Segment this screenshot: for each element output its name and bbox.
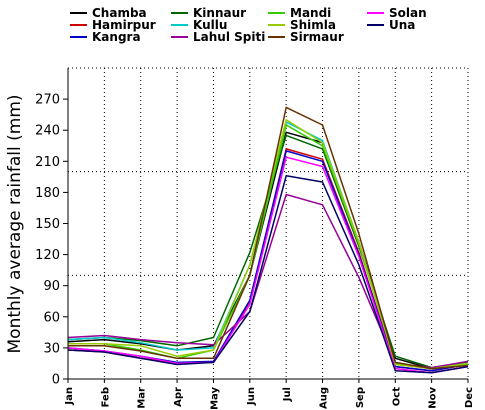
legend-label: Kangra: [92, 30, 141, 44]
x-tick-label-aug: Aug: [319, 387, 330, 409]
y-tick-label: 240: [35, 124, 60, 139]
legend-item-solan: Solan: [367, 6, 427, 20]
series-line-mandi: [68, 124, 469, 370]
y-tick-label: 210: [35, 155, 60, 170]
legend-item-hamirpur: Hamirpur: [70, 18, 156, 32]
legend-label: Shimla: [290, 18, 336, 32]
legend-label: Lahul Spiti: [193, 30, 265, 44]
y-tick-label: 0: [52, 373, 60, 388]
legend-item-kinnaur: Kinnaur: [171, 6, 246, 20]
x-axis-ticks: Jan Feb Mar Apr May Jun Jul Aug Sep Oct Nov Dec: [64, 379, 475, 410]
x-tick-label-oct: Oct: [391, 387, 402, 406]
y-tick-label: 120: [35, 248, 60, 263]
y-tick-label: 270: [35, 93, 60, 108]
x-tick-label-jun: Jun: [246, 387, 257, 406]
legend-label: Chamba: [92, 6, 147, 20]
y-tick-label: 90: [43, 279, 60, 294]
series-line-solan: [67, 156, 469, 374]
legend-label: Kinnaur: [193, 6, 246, 20]
x-tick-label-nov: Nov: [428, 387, 439, 409]
y-axis-ticks: 0 30 60 90 120 150 180 210 240 270: [35, 93, 68, 388]
y-tick-label: 60: [43, 310, 60, 325]
x-tick-label-dec: Dec: [464, 387, 475, 408]
legend-item-sirmaur: Sirmaur: [268, 30, 344, 44]
series-lines: [67, 106, 469, 374]
series-line-sirmaur: [68, 106, 469, 370]
legend-label: Una: [389, 18, 415, 32]
series-line-una: [67, 175, 469, 374]
legend-item-chamba: Chamba: [70, 6, 147, 20]
x-tick-label-jan: Jan: [64, 387, 75, 406]
x-tick-label-sep: Sep: [355, 387, 366, 408]
legend-label: Sirmaur: [290, 30, 344, 44]
x-tick-label-mar: Mar: [137, 387, 148, 409]
x-tick-label-jul: Jul: [282, 387, 293, 402]
legend-label: Kullu: [193, 18, 227, 32]
y-axis-title: Monthly average rainfall (mm): [5, 94, 25, 353]
grid-lines: [68, 67, 469, 379]
y-tick-label: 30: [43, 341, 60, 356]
x-tick-label-apr: Apr: [173, 387, 184, 407]
legend-item-lahul-spiti: Lahul Spiti: [171, 30, 265, 44]
legend-item-shimla: Shimla: [268, 18, 336, 32]
x-tick-label-feb: Feb: [100, 387, 111, 407]
legend-label: Solan: [389, 6, 427, 20]
y-tick-label: 150: [35, 217, 60, 232]
legend-item-kullu: Kullu: [171, 18, 227, 32]
legend-item-mandi: Mandi: [268, 6, 331, 20]
x-tick-label-may: May: [209, 387, 220, 410]
y-tick-label: 180: [35, 186, 60, 201]
legend-item-una: Una: [367, 18, 415, 32]
legend-label: Mandi: [290, 6, 331, 20]
legend-item-kangra: Kangra: [70, 30, 141, 44]
legend-label: Hamirpur: [92, 18, 156, 32]
series-line-chamba: [67, 131, 469, 370]
